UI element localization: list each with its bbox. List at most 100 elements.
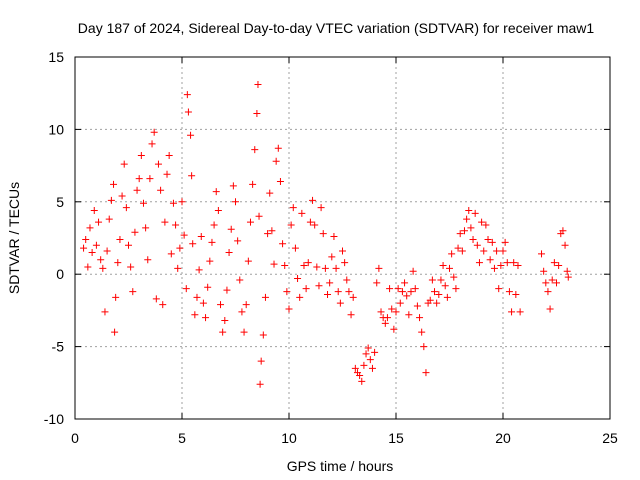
- data-point: [437, 276, 445, 284]
- data-point: [229, 182, 237, 190]
- data-point: [161, 218, 169, 226]
- data-point: [446, 264, 453, 272]
- data-point: [195, 266, 203, 274]
- data-point: [236, 276, 244, 284]
- data-point: [405, 311, 413, 319]
- data-point: [482, 221, 490, 229]
- x-tick-label: 25: [602, 430, 618, 446]
- data-point: [390, 325, 398, 333]
- data-point: [443, 293, 451, 301]
- data-point: [193, 293, 201, 301]
- data-point: [182, 285, 190, 293]
- y-tick-label: 10: [48, 121, 64, 137]
- data-point: [426, 296, 434, 304]
- data-point: [317, 204, 325, 212]
- data-point: [165, 151, 173, 159]
- data-point: [347, 311, 355, 319]
- data-point: [542, 279, 550, 287]
- data-point: [240, 328, 248, 336]
- data-point: [135, 175, 143, 183]
- data-point: [490, 264, 498, 272]
- data-point: [270, 260, 278, 268]
- data-point: [133, 186, 141, 194]
- data-point: [184, 108, 192, 116]
- data-point: [411, 285, 419, 293]
- data-point: [259, 331, 267, 339]
- data-point: [139, 199, 147, 207]
- data-point: [197, 233, 205, 241]
- data-point: [257, 357, 265, 365]
- data-point: [244, 257, 252, 265]
- data-point: [208, 238, 216, 246]
- data-point: [120, 160, 128, 168]
- data-point: [458, 247, 466, 255]
- axis-ticks: 0 5 10 15 20 25 -10 -5 0 5 10 15: [44, 49, 618, 446]
- data-point: [300, 262, 308, 270]
- data-point: [540, 267, 548, 275]
- data-point: [473, 241, 481, 249]
- data-point: [422, 369, 430, 377]
- data-point: [287, 221, 295, 229]
- x-tick-label: 20: [495, 430, 511, 446]
- data-point: [111, 328, 119, 336]
- data-point: [480, 247, 488, 255]
- data-point: [107, 196, 115, 204]
- data-point: [495, 285, 503, 293]
- data-point: [499, 247, 507, 255]
- data-point: [460, 227, 468, 235]
- data-point: [514, 262, 522, 270]
- data-point: [289, 204, 297, 212]
- data-point: [431, 288, 439, 296]
- data-point: [266, 189, 274, 197]
- data-point: [227, 225, 235, 233]
- data-point: [210, 221, 218, 229]
- data-point: [420, 343, 428, 351]
- data-point: [381, 319, 389, 327]
- data-point: [242, 301, 250, 309]
- data-point: [127, 263, 135, 271]
- data-point: [101, 308, 109, 316]
- data-point: [225, 248, 233, 256]
- data-point: [212, 188, 220, 196]
- data-point: [339, 247, 346, 255]
- chart-title: Day 187 of 2024, Sidereal Day-to-day VTE…: [78, 20, 595, 36]
- data-point: [343, 276, 351, 284]
- data-point: [110, 180, 118, 188]
- data-point: [484, 235, 492, 243]
- data-point: [563, 267, 571, 275]
- data-point: [497, 262, 505, 270]
- data-point: [368, 364, 376, 372]
- data-point: [401, 279, 409, 287]
- data-point: [206, 257, 214, 265]
- data-point: [86, 224, 94, 232]
- data-point: [328, 253, 336, 261]
- data-point: [302, 285, 310, 293]
- data-point: [103, 247, 111, 255]
- data-point: [232, 198, 239, 206]
- data-point: [508, 308, 516, 316]
- data-point: [99, 264, 107, 272]
- data-point: [146, 175, 154, 183]
- data-point: [377, 308, 385, 316]
- data-point: [403, 292, 411, 300]
- data-point: [187, 131, 195, 139]
- data-point: [315, 282, 323, 290]
- data-point: [386, 285, 394, 293]
- data-point: [214, 206, 222, 214]
- data-point: [268, 227, 276, 235]
- data-point: [163, 170, 171, 178]
- data-point: [454, 244, 462, 252]
- data-point: [219, 328, 227, 336]
- data-point: [304, 259, 312, 267]
- data-point: [330, 233, 338, 241]
- data-point: [366, 356, 374, 364]
- data-point: [559, 227, 567, 235]
- data-point: [154, 160, 162, 168]
- data-point: [351, 364, 359, 372]
- data-point: [150, 128, 158, 136]
- x-tick-label: 5: [178, 430, 186, 446]
- data-point: [364, 344, 372, 352]
- data-point: [281, 262, 289, 270]
- data-point: [223, 286, 231, 294]
